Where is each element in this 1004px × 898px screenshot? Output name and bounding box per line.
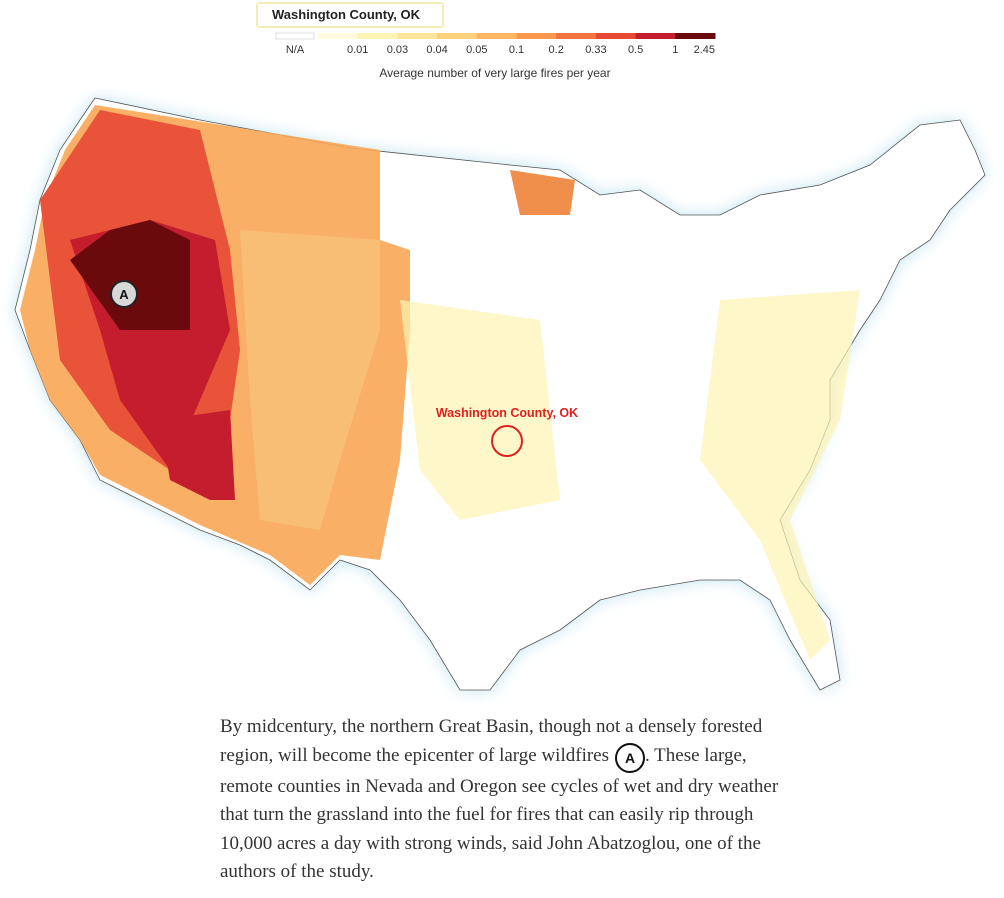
highlight-circle <box>491 425 523 457</box>
minnesota-region <box>510 170 575 215</box>
search-box[interactable]: Washington County, OK <box>256 2 444 28</box>
legend-label: 0.03 <box>387 44 408 56</box>
inline-marker: A <box>615 742 645 773</box>
legend-label: N/A <box>286 44 305 56</box>
rockies-region <box>240 230 380 530</box>
highlight-label: Washington County, OK <box>436 406 578 420</box>
legend-swatch <box>275 32 315 40</box>
legend-label: 0.2 <box>549 44 564 56</box>
map: Washington County, OK A <box>14 97 986 691</box>
paragraph-text: By midcentury, the northern Great Basin,… <box>220 716 763 766</box>
legend-swatch <box>318 33 359 39</box>
legend-label: 0.04 <box>426 44 447 56</box>
legend-label: 0.5 <box>628 44 643 56</box>
legend-swatch <box>516 33 557 39</box>
marker-label: A <box>119 287 129 302</box>
paragraph: By midcentury, the northern Great Basin,… <box>220 713 780 887</box>
legend-swatch <box>397 33 438 39</box>
legend-label: 0.01 <box>347 44 368 56</box>
marker-circle <box>110 280 138 308</box>
legend-swatch <box>556 33 597 39</box>
legend: Average number of very large fires per y… <box>275 32 716 80</box>
legend-swatch <box>675 33 716 39</box>
legend-label: 2.45 <box>694 44 715 56</box>
legend-label: 1 <box>672 44 678 56</box>
legend-swatch <box>595 33 637 39</box>
legend-label: 0.1 <box>509 44 524 56</box>
legend-swatch <box>357 33 398 39</box>
plains-region <box>400 300 560 520</box>
arizona-region <box>160 410 235 500</box>
east-region <box>700 290 860 660</box>
legend-label: 0.05 <box>466 44 487 56</box>
legend-title: Average number of very large fires per y… <box>379 66 610 80</box>
epicenter-region <box>70 220 190 330</box>
legend-swatch <box>437 33 478 39</box>
legend-label: 0.33 <box>585 44 606 56</box>
legend-swatch <box>635 33 676 39</box>
paragraph-text: . These large, remote counties in Nevada… <box>220 744 779 883</box>
legend-swatch <box>476 33 517 39</box>
